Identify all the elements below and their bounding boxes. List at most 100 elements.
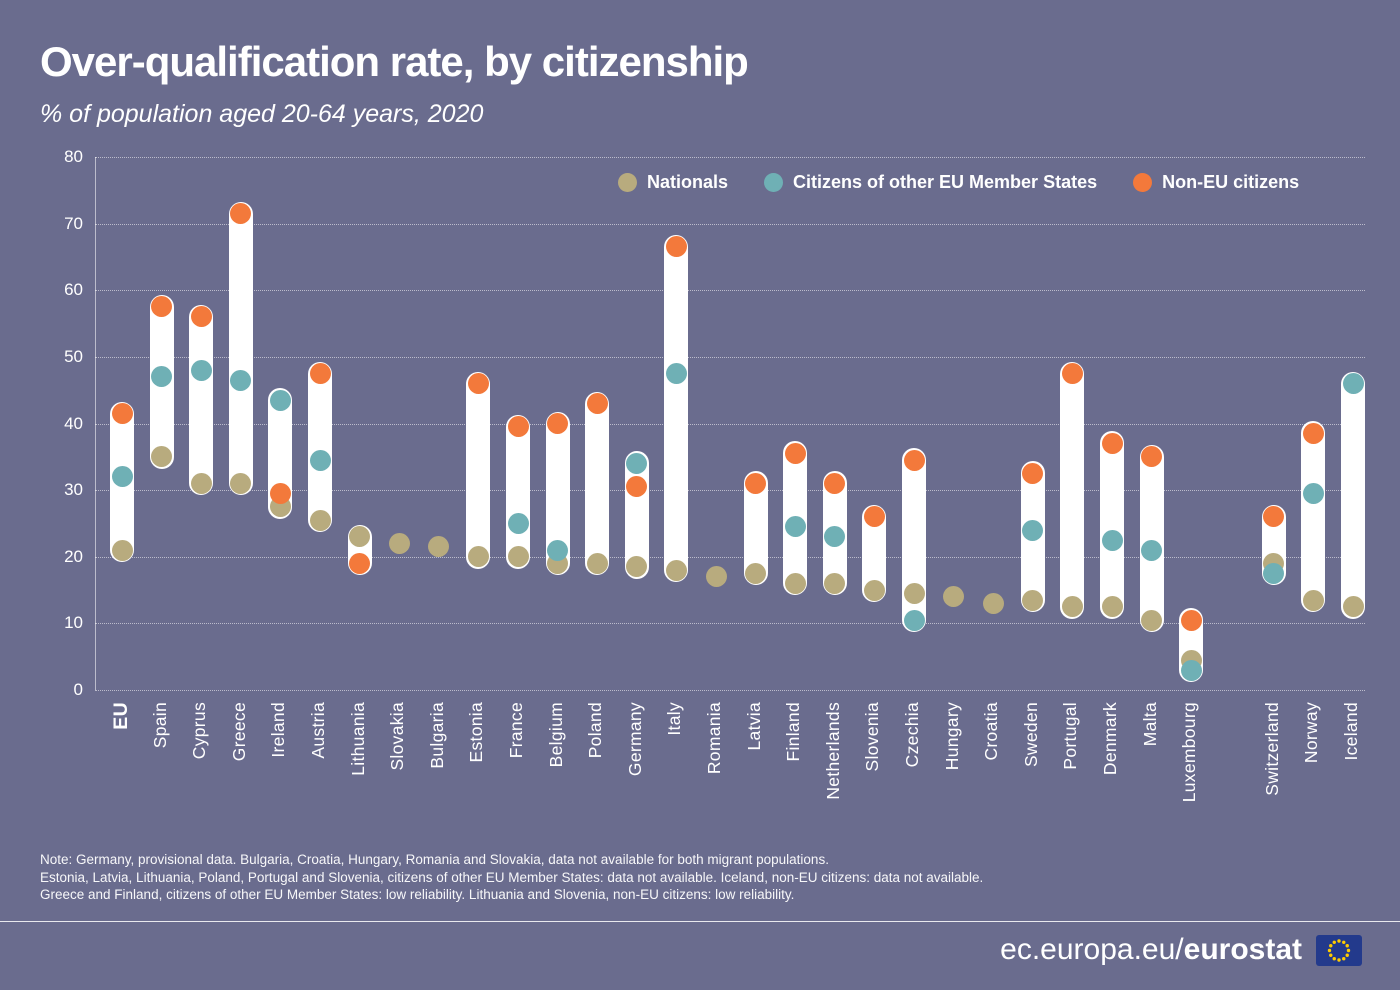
dot-nationals-italy — [665, 559, 687, 581]
gridline-50 — [95, 356, 1365, 358]
range-bar-austria — [308, 361, 332, 533]
x-axis-label-ireland: Ireland — [268, 702, 289, 758]
dot-non_eu-sweden — [1022, 462, 1044, 484]
legend-dot-eu_citizens — [764, 173, 784, 192]
footnote-line-2: Estonia, Latvia, Lithuania, Poland, Port… — [40, 869, 984, 885]
x-axis-label-germany: Germany — [624, 702, 645, 777]
dot-eu_citizens-belgium — [547, 539, 569, 561]
dot-nationals-greece — [230, 472, 252, 494]
x-axis-label-czechia: Czechia — [902, 702, 922, 768]
x-axis-label-sweden: Sweden — [1020, 702, 1041, 768]
range-bar-czechia — [902, 448, 926, 633]
range-bar-estonia — [466, 371, 491, 569]
y-axis-tick-label: 50 — [64, 346, 83, 366]
x-axis-label-poland: Poland — [585, 702, 606, 759]
dot-eu_citizens-cyprus — [190, 359, 212, 381]
legend-label-eu_citizens: Citizens of other EU Member States — [793, 172, 1098, 192]
dot-nationals-slovenia — [863, 579, 885, 601]
dot-nationals-eu — [111, 539, 133, 561]
legend-item-eu_citizens: Citizens of other EU Member States — [764, 172, 1097, 193]
legend-item-non_eu: Non-EU citizens — [1133, 172, 1299, 193]
range-bar-greece — [228, 201, 253, 496]
footnote-line-1: Note: Germany, provisional data. Bulgari… — [40, 852, 829, 867]
dot-nationals-portugal — [1061, 596, 1083, 618]
x-axis-label-portugal: Portugal — [1060, 702, 1081, 770]
footer-url-brand: eurostat — [1183, 933, 1302, 966]
dot-nationals-germany — [626, 556, 648, 578]
dot-nationals-denmark — [1101, 596, 1123, 618]
legend-item-nationals: Nationals — [618, 172, 728, 193]
range-bar-portugal — [1060, 361, 1085, 619]
dot-non_eu-eu — [111, 403, 133, 424]
x-axis-label-denmark: Denmark — [1100, 702, 1120, 776]
dot-eu_citizens-malta — [1141, 539, 1163, 561]
footer-url: ec.europa.eu/eurostat — [1000, 933, 1302, 967]
dot-eu_citizens-france — [507, 512, 529, 534]
dot-non_eu-switzerland — [1263, 506, 1285, 528]
dot-non_eu-netherlands — [824, 472, 846, 494]
footer-url-prefix: ec.europa.eu/ — [1000, 933, 1184, 966]
dot-eu_citizens-ireland — [269, 389, 291, 411]
dot-nationals-bulgaria — [428, 536, 450, 558]
x-axis-label-spain: Spain — [149, 702, 170, 749]
x-axis-label-latvia: Latvia — [743, 702, 764, 751]
dot-non_eu-slovenia — [863, 506, 885, 528]
dot-eu_citizens-eu — [111, 466, 133, 488]
dot-nationals-latvia — [745, 562, 767, 584]
dot-non_eu-norway — [1302, 422, 1324, 444]
dot-nationals-norway — [1302, 589, 1324, 611]
x-axis-label-austria: Austria — [308, 702, 328, 759]
range-bar-poland — [585, 391, 610, 576]
dot-nationals-finland — [784, 572, 806, 594]
legend-dot-nationals — [618, 173, 637, 192]
dot-eu_citizens-luxembourg — [1180, 659, 1202, 681]
x-axis-label-norway: Norway — [1301, 702, 1322, 764]
chart-title: Over-qualification rate, by citizenship — [40, 38, 749, 85]
x-axis-label-italy: Italy — [664, 702, 685, 736]
gridline-40 — [95, 423, 1365, 425]
footer: ec.europa.eu/eurostat — [1000, 933, 1362, 967]
legend: Nationals Citizens of other EU Member Sta… — [618, 172, 1299, 193]
dot-eu_citizens-iceland — [1342, 373, 1364, 395]
dot-non_eu-latvia — [745, 472, 767, 494]
y-axis-tick-label: 30 — [64, 480, 83, 500]
dot-non_eu-cyprus — [190, 306, 212, 328]
dot-eu_citizens-switzerland — [1263, 562, 1285, 584]
plot-area: 0 10 20 30 40 50 60 70 80 EU Spain Cyprus Greece Irel… — [64, 147, 1365, 802]
dot-nationals-iceland — [1342, 596, 1364, 618]
dot-non_eu-germany — [626, 476, 648, 498]
dot-eu_citizens-denmark — [1101, 529, 1123, 551]
dot-non_eu-greece — [230, 203, 252, 225]
dot-non_eu-ireland — [269, 482, 291, 504]
dot-nationals-lithuania — [349, 526, 371, 548]
dot-non_eu-austria — [309, 363, 331, 385]
x-axis-label-slovakia: Slovakia — [387, 702, 408, 771]
footer-divider — [0, 921, 1400, 922]
legend-label-nationals: Nationals — [647, 172, 729, 192]
y-axis-tick-label: 0 — [73, 680, 83, 699]
dot-nationals-spain — [151, 446, 173, 468]
dot-non_eu-luxembourg — [1180, 609, 1202, 631]
dot-non_eu-lithuania — [349, 552, 371, 574]
range-bar-france — [506, 414, 530, 569]
x-axis-label-cyprus: Cyprus — [189, 702, 210, 760]
range-bar-denmark — [1100, 431, 1124, 619]
dot-nationals-malta — [1141, 609, 1163, 631]
dot-eu_citizens-finland — [784, 516, 806, 538]
dot-nationals-france — [507, 546, 529, 568]
dot-non_eu-finland — [784, 442, 806, 464]
x-axis-label-eu: EU — [110, 702, 132, 730]
dot-non_eu-malta — [1141, 446, 1163, 468]
footnotes: Note: Germany, provisional data. Bulgari… — [40, 851, 983, 904]
x-axis-label-france: France — [506, 702, 526, 759]
dot-eu_citizens-norway — [1302, 482, 1324, 504]
dot-eu_citizens-netherlands — [824, 526, 846, 548]
dot-non_eu-poland — [586, 393, 608, 414]
range-bar-italy — [664, 234, 689, 583]
y-axis-line — [95, 157, 96, 690]
eu-flag-icon — [1316, 934, 1362, 966]
y-axis-tick-label: 20 — [64, 546, 83, 566]
x-axis-label-lithuania: Lithuania — [347, 702, 368, 776]
dot-non_eu-italy — [665, 236, 687, 258]
gridline-0 — [95, 690, 1365, 691]
